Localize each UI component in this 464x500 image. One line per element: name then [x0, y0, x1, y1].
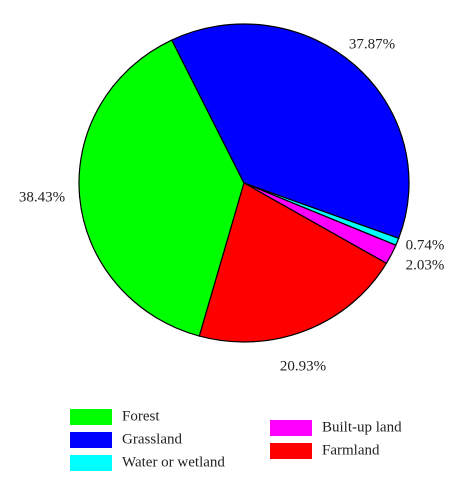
pie-slice	[170, 23, 410, 240]
legend-label: Grassland	[122, 431, 182, 447]
data-label: 37.87%	[349, 36, 395, 52]
legend-label: Built-up land	[322, 419, 402, 435]
legend-swatch	[270, 420, 312, 436]
data-label: 0.74%	[406, 237, 445, 253]
legend-label: Forest	[122, 408, 160, 424]
legend-swatch	[70, 432, 112, 448]
legend-swatch	[270, 443, 312, 459]
legend-label: Farmland	[322, 442, 380, 458]
pie-slice	[78, 39, 245, 337]
pie-slice	[198, 182, 388, 343]
data-label: 2.03%	[406, 257, 445, 273]
legend-swatch	[70, 455, 112, 471]
data-label: 38.43%	[19, 189, 65, 205]
data-label: 20.93%	[280, 358, 326, 374]
legend-label: Water or wetland	[122, 454, 225, 470]
legend-swatch	[70, 409, 112, 425]
